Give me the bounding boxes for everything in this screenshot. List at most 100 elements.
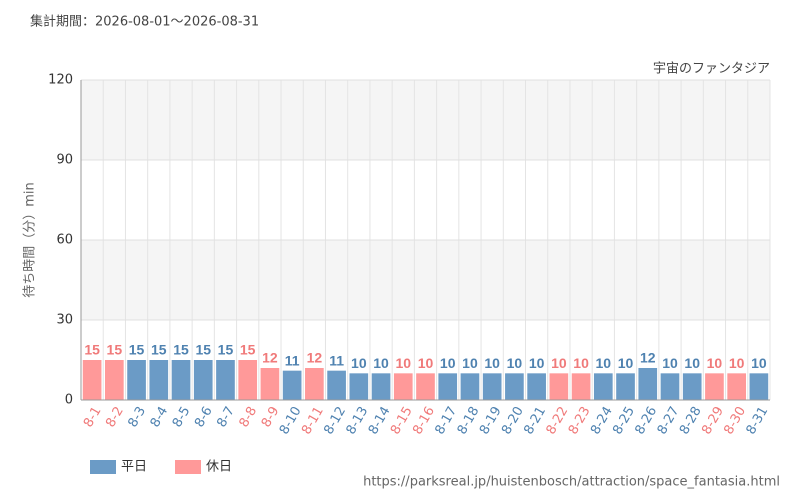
legend-swatch	[175, 460, 201, 474]
bar	[505, 373, 524, 400]
value-label: 11	[329, 352, 344, 368]
bar	[127, 360, 146, 400]
bar	[527, 373, 546, 400]
bar	[549, 373, 569, 400]
x-tick-label: 8-23	[566, 404, 594, 437]
y-tick-label: 30	[56, 313, 73, 328]
bar	[438, 373, 458, 400]
value-label: 10	[573, 355, 589, 371]
value-label: 15	[218, 342, 234, 358]
x-tick-label: 8-1	[81, 404, 105, 430]
bar	[705, 373, 724, 400]
value-label: 10	[351, 355, 367, 371]
value-label: 10	[707, 355, 723, 371]
bar	[216, 360, 235, 400]
value-label: 12	[640, 350, 656, 366]
bar	[571, 373, 591, 400]
bar	[349, 373, 369, 400]
x-tick-label: 8-27	[655, 404, 683, 437]
bar	[238, 360, 258, 400]
bar	[682, 373, 702, 400]
x-tick-label: 8-11	[299, 404, 327, 437]
x-tick-label: 8-24	[588, 404, 616, 437]
source-url: https://parksreal.jp/huistenbosch/attrac…	[363, 475, 780, 490]
x-tick-label: 8-29	[699, 404, 727, 437]
x-tick-label: 8-19	[477, 404, 505, 437]
bar	[638, 368, 658, 400]
value-label: 10	[507, 355, 523, 371]
x-tick-label: 8-18	[455, 404, 483, 437]
x-tick-label: 8-17	[432, 404, 460, 437]
bar	[149, 360, 169, 400]
x-tick-label: 8-10	[277, 404, 305, 437]
value-label: 10	[529, 355, 545, 371]
value-label: 10	[596, 355, 612, 371]
value-label: 15	[195, 342, 211, 358]
legend-label: 休日	[206, 460, 232, 475]
bar	[660, 373, 680, 400]
value-label: 15	[129, 342, 145, 358]
bar	[460, 373, 480, 400]
x-tick-label: 8-2	[103, 404, 127, 430]
legend-label: 平日	[121, 460, 147, 475]
x-tick-label: 8-5	[170, 404, 194, 430]
value-label: 15	[84, 342, 100, 358]
value-label: 10	[395, 355, 411, 371]
y-axis-label: 待ち時間（分）min	[23, 182, 38, 298]
bar	[616, 373, 635, 400]
value-label: 15	[107, 342, 123, 358]
bar	[393, 373, 413, 400]
bar	[593, 373, 613, 400]
x-tick-label: 8-22	[544, 404, 572, 437]
grid-band	[81, 240, 770, 320]
x-tick-label: 8-25	[610, 404, 638, 437]
x-tick-label: 8-31	[744, 404, 772, 437]
y-tick-label: 60	[56, 233, 73, 248]
x-tick-label: 8-21	[521, 404, 549, 437]
x-tick-label: 8-7	[214, 404, 238, 430]
x-tick-label: 8-12	[321, 404, 349, 437]
x-tick-label: 8-15	[388, 404, 416, 437]
value-label: 10	[418, 355, 434, 371]
value-label: 10	[373, 355, 389, 371]
x-tick-label: 8-14	[366, 404, 394, 437]
x-tick-label: 8-30	[721, 404, 749, 437]
value-label: 10	[751, 355, 767, 371]
value-label: 10	[484, 355, 500, 371]
bar	[82, 360, 102, 400]
bar	[371, 373, 391, 400]
x-tick-label: 8-8	[237, 404, 261, 430]
bar	[260, 368, 280, 400]
value-label: 15	[151, 342, 167, 358]
value-label: 10	[440, 355, 456, 371]
bar	[749, 373, 769, 400]
y-tick-label: 0	[65, 393, 73, 408]
x-tick-label: 8-6	[192, 404, 216, 430]
value-label: 10	[462, 355, 478, 371]
y-tick-label: 120	[48, 73, 73, 88]
x-tick-label: 8-3	[125, 404, 149, 430]
value-label: 15	[240, 342, 256, 358]
bar	[305, 368, 324, 400]
x-tick-label: 8-16	[410, 404, 438, 437]
bar	[482, 373, 502, 400]
x-tick-label: 8-28	[677, 404, 705, 437]
bar	[327, 370, 346, 400]
grid-band	[81, 80, 770, 160]
value-label: 12	[262, 350, 278, 366]
bar	[193, 360, 213, 400]
bar	[105, 360, 124, 400]
chart-subtitle: 集計期間：2026-08-01～2026-08-31	[30, 14, 259, 30]
chart-title: 宇宙のファンタジア	[653, 62, 770, 77]
bar	[282, 370, 302, 400]
bar	[171, 360, 191, 400]
bar	[727, 373, 746, 400]
value-label: 12	[307, 350, 323, 366]
value-label: 10	[662, 355, 678, 371]
x-tick-label: 8-20	[499, 404, 527, 437]
value-label: 15	[173, 342, 189, 358]
value-label: 11	[285, 352, 300, 368]
y-tick-label: 90	[56, 153, 73, 168]
value-label: 10	[729, 355, 745, 371]
